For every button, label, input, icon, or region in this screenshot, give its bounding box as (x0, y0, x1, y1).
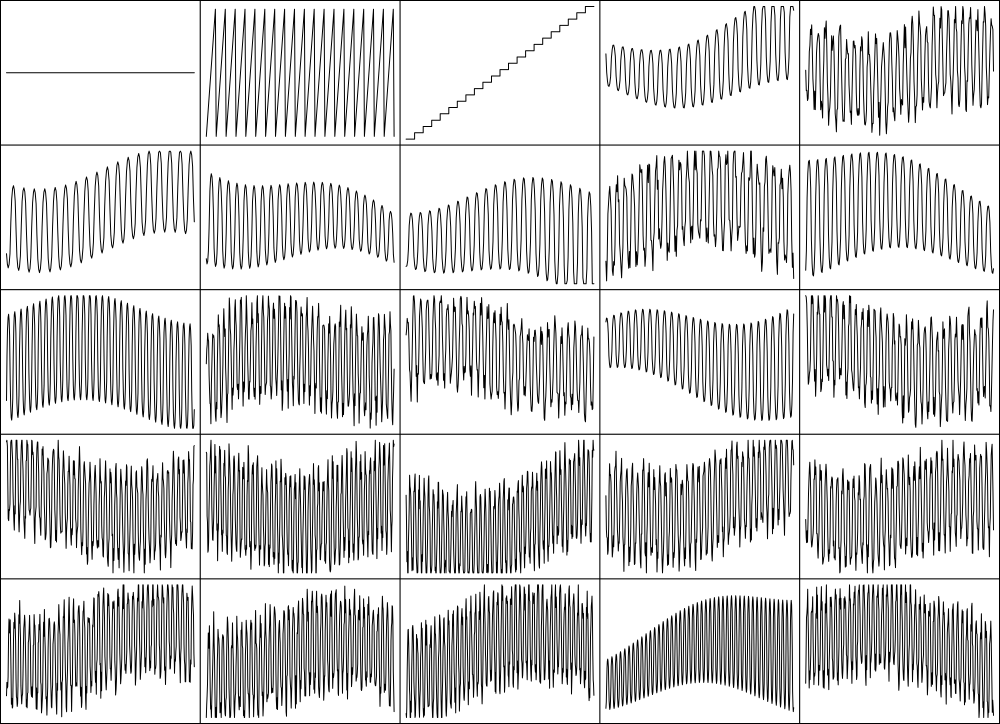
panel-r3c2 (199, 289, 401, 435)
signal-trace (6, 439, 195, 574)
panel-r4c4 (599, 433, 801, 580)
panel-r5c2 (199, 578, 401, 724)
panel-r5c3 (399, 578, 601, 724)
signal-trace (405, 177, 595, 285)
panel-r1c3 (399, 0, 601, 146)
signal-trace (805, 295, 994, 428)
panel-r4c5 (799, 433, 1000, 580)
panel-r4c3 (399, 433, 601, 580)
signal-trace (205, 585, 395, 718)
panel-r1c1 (0, 0, 201, 146)
panel-r2c2 (199, 144, 401, 291)
panel-r1c4 (599, 0, 801, 146)
signal-trace (6, 150, 195, 274)
panel-r1c5 (799, 0, 1000, 146)
signal-trace (805, 151, 994, 277)
signal-trace (405, 584, 595, 718)
signal-trace (605, 150, 795, 282)
panel-r2c3 (399, 144, 601, 291)
signal-trace (205, 439, 395, 574)
panel-r4c1 (0, 433, 201, 580)
signal-trace (805, 6, 994, 136)
signal-trace (605, 439, 795, 574)
signal-trace (805, 584, 994, 718)
panel-r3c4 (599, 289, 801, 435)
signal-trace (205, 8, 395, 137)
signal-trace (605, 595, 795, 713)
panel-r5c4 (599, 578, 801, 724)
panel-r5c5 (799, 578, 1000, 724)
signal-trace (605, 308, 795, 421)
panel-r4c2 (199, 433, 401, 580)
panel-r2c1 (0, 144, 201, 291)
signal-trace (405, 6, 595, 140)
panel-r3c3 (399, 289, 601, 435)
signal-trace (205, 295, 395, 429)
panel-r5c1 (0, 578, 201, 724)
signal-trace (805, 439, 994, 574)
signal-trace (605, 6, 795, 109)
panel-r2c4 (599, 144, 801, 291)
panel-border (0, 144, 201, 291)
signal-trace (405, 439, 595, 574)
panel-r2c5 (799, 144, 1000, 291)
panel-r3c1 (0, 289, 201, 435)
panel-r1c2 (199, 0, 401, 146)
signal-trace (405, 295, 595, 423)
panel-r3c5 (799, 289, 1000, 435)
signal-trace (6, 295, 195, 429)
signal-trace (6, 584, 195, 718)
signal-trace (205, 173, 395, 270)
